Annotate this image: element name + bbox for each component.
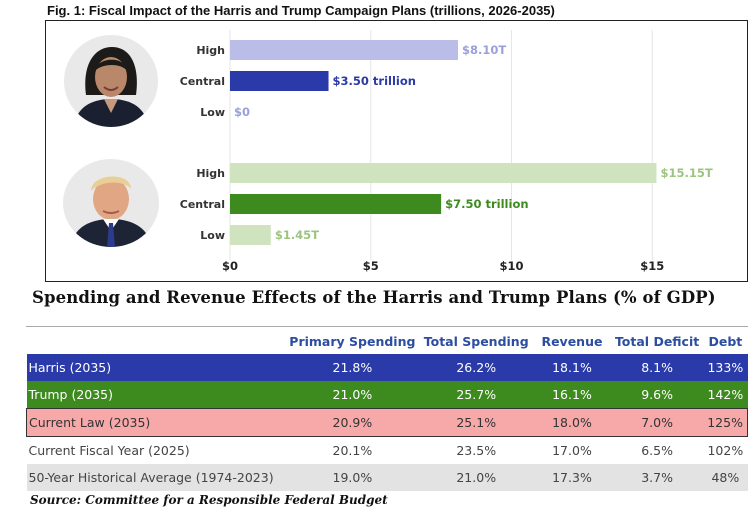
data-label: $7.50 trillion <box>445 197 528 211</box>
category-label: Low <box>200 229 225 242</box>
table-cell: 18.0% <box>533 408 611 437</box>
table-cell: 20.1% <box>285 436 420 464</box>
bar <box>230 71 329 91</box>
category-label: High <box>196 44 225 57</box>
table-header-row: Primary Spending Total Spending Revenue … <box>27 328 748 354</box>
data-label: $8.10T <box>462 43 506 57</box>
data-label: $15.15T <box>660 166 712 180</box>
table-cell: 16.1% <box>533 381 611 409</box>
table-cell: 7.0% <box>610 408 704 437</box>
column-header: Total Spending <box>423 333 529 349</box>
table-row-historical-average: 50-Year Historical Average (1974-2023) 1… <box>26 464 748 491</box>
table-title: Spending and Revenue Effects of the Harr… <box>32 288 716 307</box>
data-label: $3.50 trillion <box>333 74 416 88</box>
figure-title: Fig. 1: Fiscal Impact of the Harris and … <box>47 3 555 18</box>
category-label: Central <box>180 198 225 211</box>
table-cell: 8.1% <box>610 354 704 381</box>
category-label: High <box>196 167 225 180</box>
row-label: Harris (2035) <box>26 354 286 381</box>
bars: High $8.10T Central $3.50 trillion Low $0 High… <box>180 40 713 245</box>
table-cell: 26.2% <box>419 354 533 381</box>
table-cell: 125% <box>703 408 749 437</box>
x-tick-label: $15 <box>640 259 664 273</box>
bar <box>230 40 459 60</box>
column-header: Total Deficit <box>614 333 700 349</box>
table-cell: 6.5% <box>610 436 704 464</box>
bar <box>230 163 657 183</box>
table-cell: 23.5% <box>419 436 533 464</box>
row-label: Current Law (2035) <box>26 408 286 437</box>
table-cell: 19.0% <box>285 464 420 491</box>
x-axis-ticks: $0 $5 $10 $15 <box>222 259 664 273</box>
row-label: Trump (2035) <box>26 381 286 409</box>
data-label: $0 <box>234 105 250 119</box>
x-tick-label: $10 <box>499 259 523 273</box>
table-cell: 3.7% <box>610 464 704 491</box>
effects-table: Primary Spending Total Spending Revenue … <box>26 328 749 491</box>
table-cell: 18.1% <box>533 354 611 381</box>
table-cell: 21.8% <box>285 354 420 381</box>
table-top-rule <box>26 326 748 327</box>
column-header: Revenue <box>541 333 603 349</box>
table-cell: 21.0% <box>419 464 533 491</box>
table-cell: 25.1% <box>419 408 533 437</box>
column-header <box>27 328 286 354</box>
column-header: Primary Spending <box>289 333 416 349</box>
table-cell: 21.0% <box>285 381 420 409</box>
table-row-current-law: Current Law (2035) 20.9% 25.1% 18.0% 7.0… <box>26 408 749 437</box>
row-label: 50-Year Historical Average (1974-2023) <box>26 464 286 491</box>
column-header: Debt <box>708 333 743 349</box>
category-label: Low <box>200 106 225 119</box>
table-cell: 133% <box>703 354 748 381</box>
table-cell: 102% <box>703 436 748 464</box>
grid-lines <box>229 30 653 260</box>
category-label: Central <box>180 75 225 88</box>
source-note: Source: Committee for a Responsible Fede… <box>30 493 388 507</box>
chart-frame <box>45 20 748 282</box>
table-cell: 25.7% <box>419 381 533 409</box>
x-tick-label: $5 <box>363 259 379 273</box>
table-row-harris: Harris (2035) 21.8% 26.2% 18.1% 8.1% 133… <box>26 354 748 381</box>
bar-chart: High $8.10T Central $3.50 trillion Low $0 High… <box>180 30 713 273</box>
table-row-current-fiscal-year: Current Fiscal Year (2025) 20.1% 23.5% 1… <box>26 436 748 464</box>
kamala-harris-photo <box>64 35 158 127</box>
table-cell: 48% <box>703 464 748 491</box>
table-cell: 17.3% <box>533 464 611 491</box>
row-label: Current Fiscal Year (2025) <box>26 436 286 464</box>
x-tick-label: $0 <box>222 259 238 273</box>
bar <box>230 225 271 245</box>
donald-trump-photo <box>63 159 159 247</box>
data-label: $1.45T <box>275 228 319 242</box>
table-cell: 17.0% <box>533 436 611 464</box>
bar <box>230 194 442 214</box>
table-cell: 142% <box>703 381 748 409</box>
table-cell: 20.9% <box>285 408 420 437</box>
table-row-trump: Trump (2035) 21.0% 25.7% 16.1% 9.6% 142% <box>26 381 748 409</box>
table-cell: 9.6% <box>610 381 704 409</box>
